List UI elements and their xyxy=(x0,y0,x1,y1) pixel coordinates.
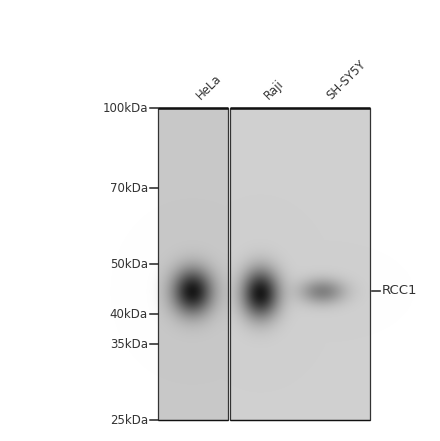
Text: 25kDa: 25kDa xyxy=(110,414,148,426)
Bar xyxy=(158,108,228,420)
Text: 70kDa: 70kDa xyxy=(110,182,148,194)
Text: SH-SY5Y: SH-SY5Y xyxy=(324,58,368,102)
Text: RCC1: RCC1 xyxy=(382,284,418,298)
Text: Raji: Raji xyxy=(262,77,287,102)
Bar xyxy=(230,108,370,420)
Text: HeLa: HeLa xyxy=(194,72,224,102)
Text: 40kDa: 40kDa xyxy=(110,307,148,321)
Text: 100kDa: 100kDa xyxy=(103,101,148,115)
Text: 35kDa: 35kDa xyxy=(110,337,148,351)
Text: 50kDa: 50kDa xyxy=(110,258,148,270)
